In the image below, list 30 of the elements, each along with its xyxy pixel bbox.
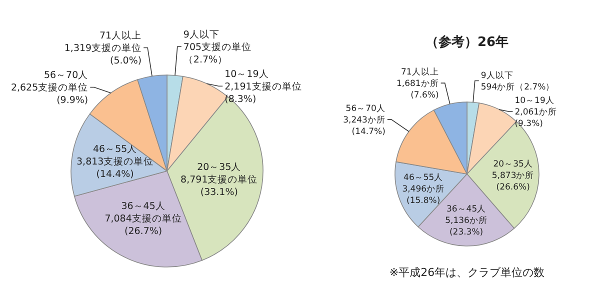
slice-label: 10～19人 (224, 68, 269, 80)
data-label: 5,873か所 (26.6%) (492, 170, 534, 192)
slice-label: 36～45人 (121, 200, 166, 212)
data-label: 2,191支援の単位 (8.3%) (224, 80, 302, 105)
slice-label: 20～35人 (493, 158, 533, 170)
data-label: 594か所（2.7%） (480, 81, 555, 92)
slice-label: 71人以上 (99, 29, 142, 42)
slice-label: 46～55人 (404, 172, 444, 184)
data-label: 1,319支援の単位 (5.0%) (64, 42, 142, 66)
data-label: 3,496か所 (15.8%) (402, 184, 445, 206)
data-label: 705支援の単位（2.7%） (183, 40, 252, 66)
slice-label: 46～55人 (93, 144, 138, 155)
slice-label: 10～19人 (514, 94, 554, 106)
data-label: 8,791支援の単位 (33.1%) (180, 173, 258, 198)
chart-title: （参考）26年 (425, 34, 509, 50)
data-label: 5,136か所 (23.3%) (445, 214, 488, 238)
slice-label: 9人以下 (480, 70, 514, 81)
slice-label: 71人以上 (401, 66, 439, 78)
data-label: 1,681か所 (7.6%) (396, 78, 439, 100)
text: ※平成26年は、クラブ単位の数 (389, 266, 545, 279)
slice-label: 56～70人 (44, 70, 88, 81)
slice-label: 20～35人 (197, 162, 242, 173)
data-label: 2,625支援の単位 (9.9%) (10, 81, 88, 106)
slice-label: 36～45人 (446, 203, 486, 214)
data-label: 3,813支援の単位 (14.4%) (76, 155, 154, 180)
data-label: 7,084支援の単位 (26.7%) (104, 212, 182, 237)
slice-label: 56～70人 (346, 102, 386, 114)
slice-label: 9人以下 (183, 28, 220, 40)
data-label: 3,243か所 (14.7%) (343, 114, 386, 137)
data-label: 2,061か所 (9.3%) (514, 106, 558, 129)
